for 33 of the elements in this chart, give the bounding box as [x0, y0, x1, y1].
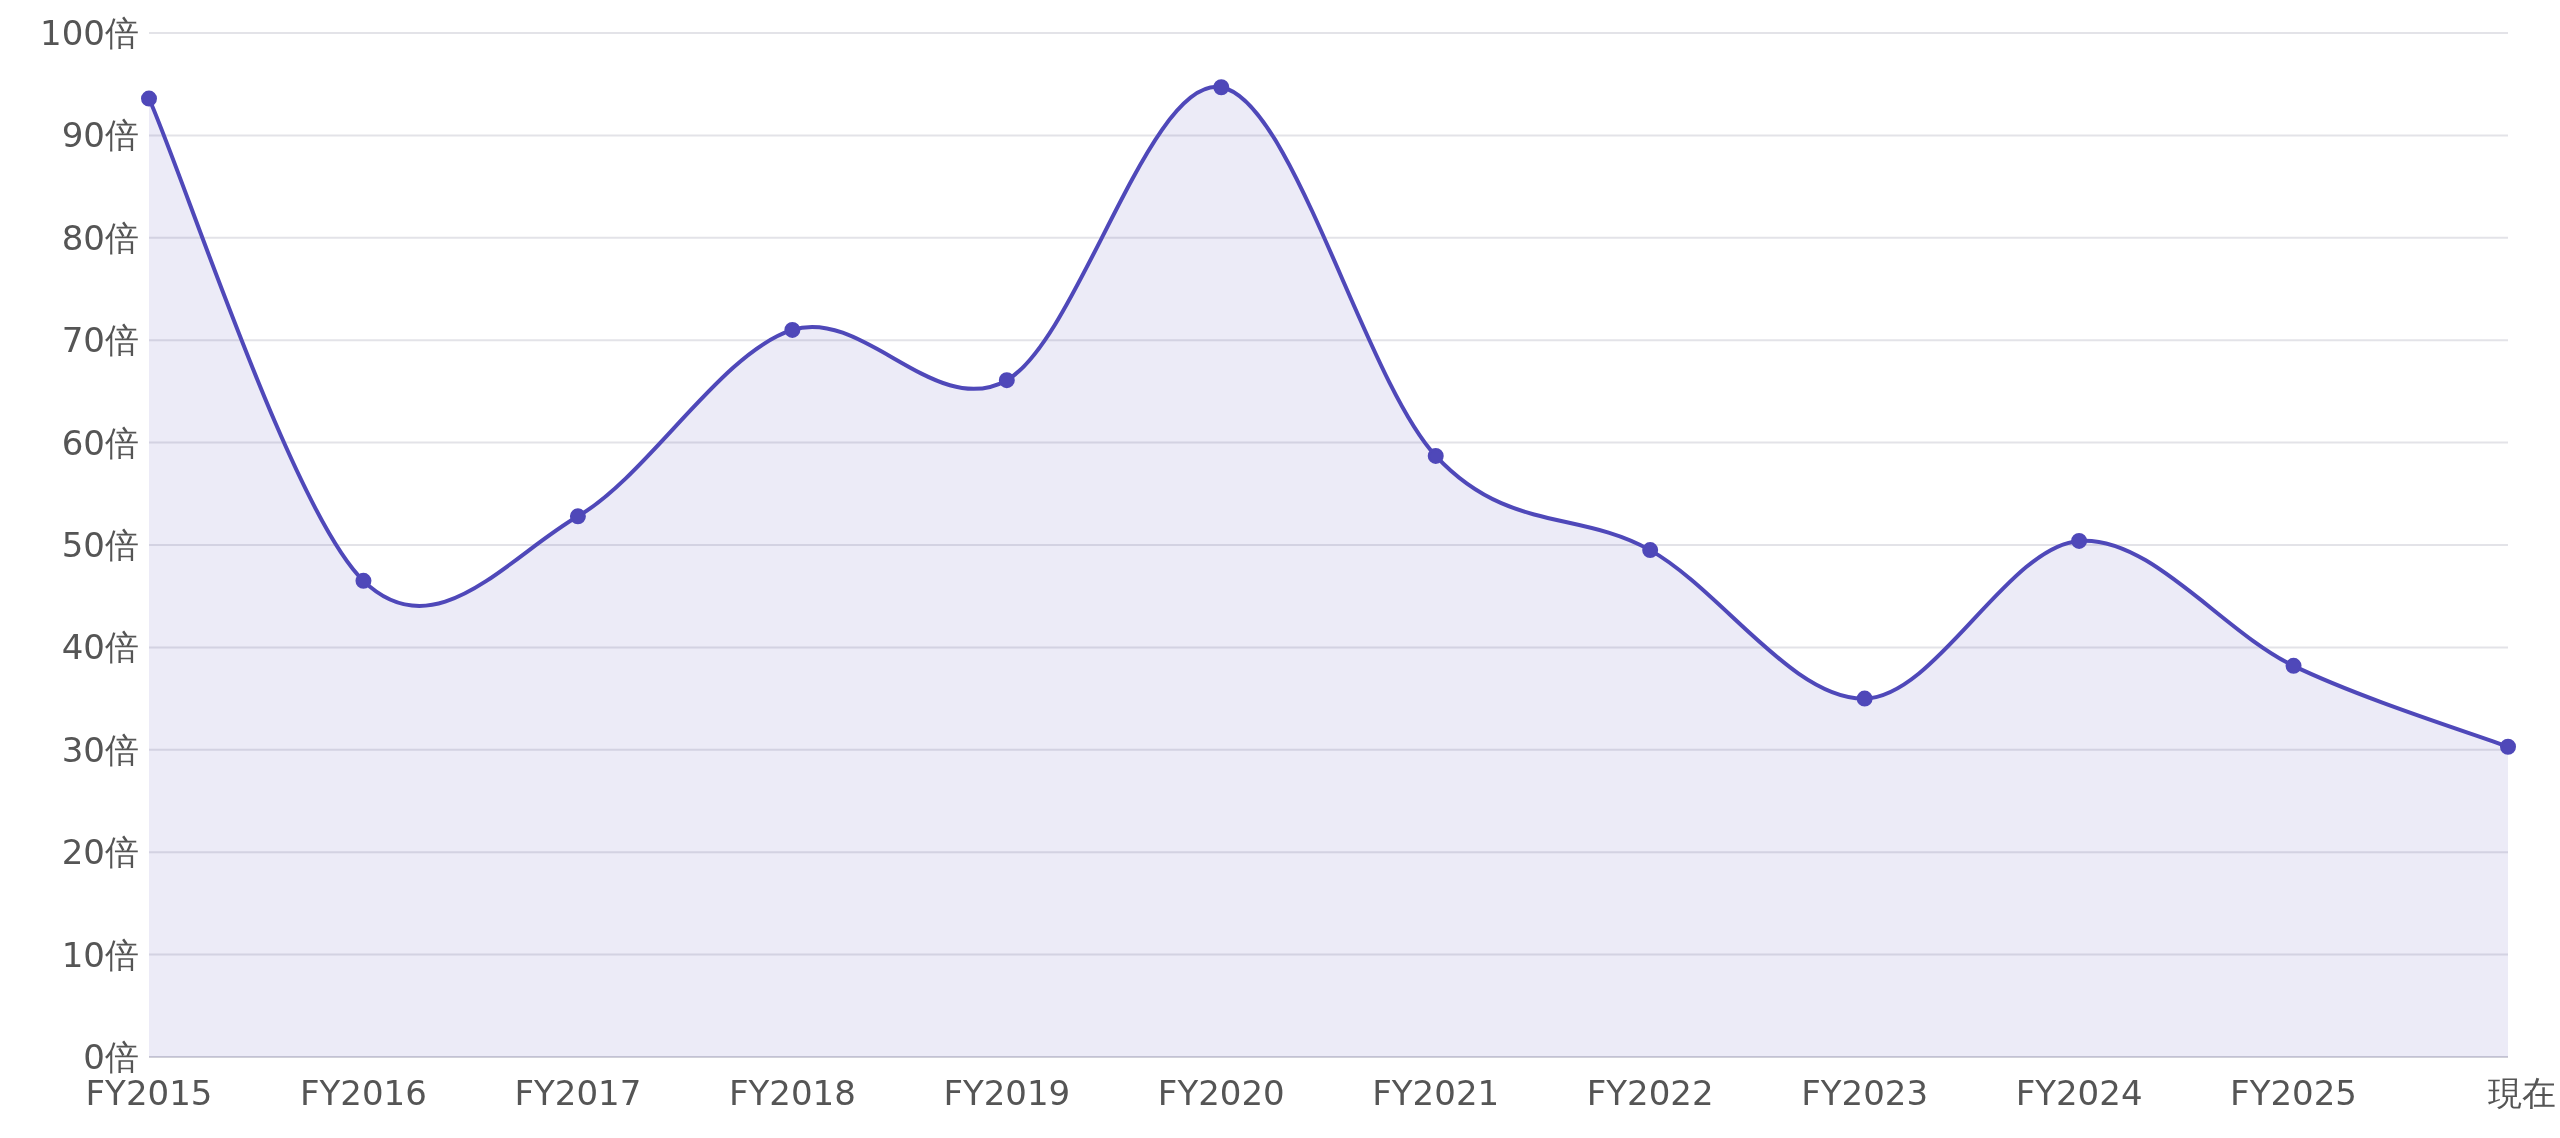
- point: [2500, 738, 2516, 755]
- point: [1213, 79, 1230, 96]
- x-tick-label: FY2018: [728, 1073, 856, 1113]
- point: [1642, 542, 1659, 559]
- y-tick-label: 80倍: [61, 217, 139, 258]
- x-tick-label: FY2024: [2015, 1073, 2143, 1113]
- x-tick-label: FY2017: [514, 1073, 642, 1113]
- point: [1427, 447, 1444, 464]
- y-tick-label: 100倍: [40, 13, 139, 53]
- x-tick-label: FY2021: [1372, 1073, 1500, 1113]
- y-tick-label: 30倍: [61, 729, 139, 770]
- point: [1856, 690, 1873, 707]
- x-tick-label: FY2023: [1801, 1073, 1929, 1113]
- point: [569, 508, 586, 525]
- x-tick-label: FY2025: [2230, 1073, 2357, 1113]
- point: [355, 572, 372, 589]
- point: [2071, 532, 2088, 549]
- y-tick-label: 10倍: [61, 934, 139, 975]
- point: [2285, 657, 2302, 674]
- x-tick-label: FY2019: [943, 1073, 1071, 1113]
- y-tick-label: 70倍: [61, 320, 139, 361]
- x-tick-label: FY2016: [300, 1073, 427, 1113]
- point: [784, 321, 801, 338]
- y-tick-label: 60倍: [61, 422, 139, 463]
- point: [141, 90, 157, 107]
- y-tick-label: 40倍: [61, 627, 139, 668]
- y-tick-label: 50倍: [61, 525, 139, 565]
- point: [998, 372, 1015, 389]
- y-tick-label: 20倍: [61, 832, 139, 873]
- x-tick-label: FY2020: [1157, 1073, 1285, 1113]
- y-tick-label: 90倍: [61, 115, 139, 156]
- x-tick-label: 現在: [2488, 1073, 2556, 1113]
- x-tick-label: FY2022: [1586, 1073, 1714, 1113]
